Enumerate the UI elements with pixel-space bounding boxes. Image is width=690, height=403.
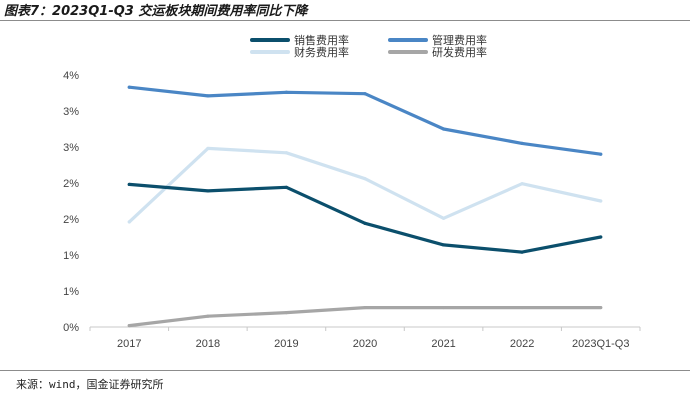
series-point (363, 92, 367, 96)
series-point (206, 146, 210, 151)
series-point (520, 141, 524, 145)
series-point (284, 185, 289, 189)
x-tick-label: 2022 (510, 338, 534, 350)
series-point (206, 189, 210, 193)
y-tick-label: 2% (63, 178, 79, 190)
y-tick-label: 1% (63, 286, 79, 298)
series-point (127, 220, 131, 224)
legend-label: 管理费用率 (432, 33, 487, 47)
x-tick-label: 2017 (117, 338, 141, 350)
series-point (520, 305, 524, 310)
series-point (599, 305, 603, 310)
x-tick-label: 2018 (196, 338, 220, 350)
series-point (441, 127, 446, 131)
series-point (441, 243, 446, 247)
series-line (127, 146, 603, 224)
series-point (206, 314, 210, 318)
series-point (127, 85, 131, 89)
series-point (284, 90, 289, 94)
y-tick-label: 1% (63, 250, 79, 262)
title-divider (0, 20, 690, 21)
series-point (520, 182, 524, 186)
series-point (363, 177, 367, 181)
y-tick-label: 4% (63, 70, 79, 82)
legend-label: 研发费用率 (432, 45, 487, 59)
series-point (599, 235, 603, 239)
series-point (206, 94, 210, 98)
x-tick-label: 2021 (431, 338, 455, 350)
series-line (127, 182, 603, 254)
series-point (363, 221, 367, 225)
line-chart: 0% 1% 1% 2% 2% 3% 3% 4% 2017 2018 2019 2020 2021 2022… (63, 33, 641, 350)
y-tick-label: 0% (63, 322, 79, 334)
series-point (127, 323, 131, 328)
x-tick-label: 2019 (274, 338, 298, 350)
series-point (284, 151, 289, 155)
x-tick-label: 2020 (353, 338, 377, 350)
series-point (441, 216, 446, 220)
y-tick-label: 3% (63, 142, 79, 154)
figure-title: 图表7：2023Q1-Q3 交运板块期间费用率同比下降 (4, 4, 308, 19)
series-point (599, 152, 603, 156)
legend-label: 财务费用率 (294, 45, 349, 59)
series-point (363, 305, 367, 310)
series-point (599, 199, 603, 203)
series-point (127, 182, 131, 187)
x-tick-label: 2023Q1-Q3 (572, 338, 629, 350)
y-tick-label: 2% (63, 214, 79, 226)
legend-label: 销售费用率 (294, 33, 349, 47)
series-line (127, 85, 603, 156)
source-note: 来源：wind，国金证券研究所 (16, 378, 164, 391)
series-point (441, 305, 446, 310)
y-tick-label: 3% (63, 106, 79, 118)
source-divider (0, 370, 690, 371)
series-line (127, 306, 603, 328)
series-point (520, 250, 524, 254)
series-point (284, 311, 289, 315)
